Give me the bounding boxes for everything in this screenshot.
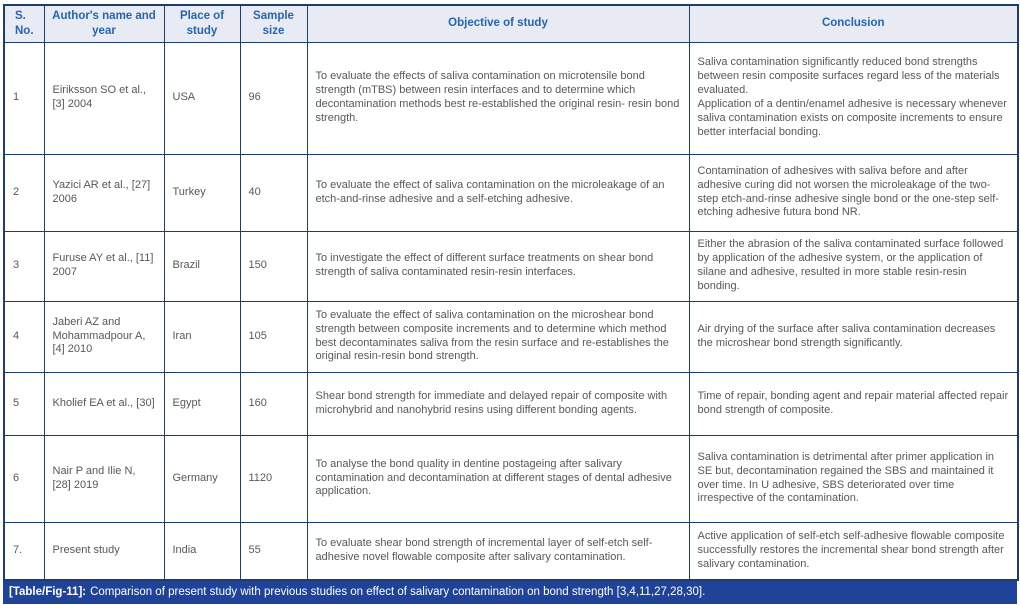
cell-place: India bbox=[163, 521, 241, 581]
cell-author: Jaberi AZ and Mohammadpour A, [4] 2010 bbox=[43, 300, 165, 373]
cell-author: Yazici AR et al., [27] 2006 bbox=[43, 153, 165, 232]
col-header-conclusion: Conclusion bbox=[688, 4, 1019, 43]
cell-sample: 150 bbox=[239, 230, 308, 302]
table-row: 7. Present study India 55 To evaluate sh… bbox=[3, 521, 1019, 581]
col-header-sample: Sample size bbox=[239, 4, 308, 43]
cell-objective: To investigate the effect of different s… bbox=[306, 230, 690, 302]
cell-sno: 4 bbox=[3, 300, 45, 373]
cell-conclusion: Active application of self-etch self-adh… bbox=[688, 521, 1019, 581]
cell-conclusion: Saliva contamination significantly reduc… bbox=[688, 41, 1019, 155]
cell-objective: To analyse the bond quality in dentine p… bbox=[306, 434, 690, 523]
cell-objective: Shear bond strength for immediate and de… bbox=[306, 371, 690, 436]
header-row: S. No. Author's name and year Place of s… bbox=[3, 4, 1019, 43]
caption-label: [Table/Fig-11]: bbox=[9, 586, 87, 598]
table-row: 4 Jaberi AZ and Mohammadpour A, [4] 2010… bbox=[3, 300, 1019, 373]
cell-place: USA bbox=[163, 41, 241, 155]
cell-sample: 55 bbox=[239, 521, 308, 581]
table-row: 5 Kholief EA et al., [30] Egypt 160 Shea… bbox=[3, 371, 1019, 436]
cell-place: Iran bbox=[163, 300, 241, 373]
cell-sample: 105 bbox=[239, 300, 308, 373]
cell-author: Kholief EA et al., [30] bbox=[43, 371, 165, 436]
cell-author: Nair P and Ilie N, [28] 2019 bbox=[43, 434, 165, 523]
cell-objective: To evaluate the effect of saliva contami… bbox=[306, 153, 690, 232]
cell-sno: 1 bbox=[3, 41, 45, 155]
table-row: 2 Yazici AR et al., [27] 2006 Turkey 40 … bbox=[3, 153, 1019, 232]
table-row: 6 Nair P and Ilie N, [28] 2019 Germany 1… bbox=[3, 434, 1019, 523]
cell-sno: 7. bbox=[3, 521, 45, 581]
cell-author: Furuse AY et al., [11] 2007 bbox=[43, 230, 165, 302]
cell-sample: 96 bbox=[239, 41, 308, 155]
cell-conclusion: Either the abrasion of the saliva contam… bbox=[688, 230, 1019, 302]
col-header-place: Place of study bbox=[163, 4, 241, 43]
cell-place: Egypt bbox=[163, 371, 241, 436]
table-row: 1 Eiriksson SO et al., [3] 2004 USA 96 T… bbox=[3, 41, 1019, 155]
table-caption: [Table/Fig-11]: Comparison of present stu… bbox=[3, 581, 1017, 604]
cell-conclusion: Air drying of the surface after saliva c… bbox=[688, 300, 1019, 373]
caption-text: Comparison of present study with previou… bbox=[90, 586, 706, 598]
cell-sno: 2 bbox=[3, 153, 45, 232]
cell-sample: 160 bbox=[239, 371, 308, 436]
col-header-sno: S. No. bbox=[3, 4, 45, 43]
cell-place: Brazil bbox=[163, 230, 241, 302]
cell-sample: 1120 bbox=[239, 434, 308, 523]
comparison-table: S. No. Author's name and year Place of s… bbox=[3, 4, 1019, 581]
cell-author: Eiriksson SO et al., [3] 2004 bbox=[43, 41, 165, 155]
cell-sample: 40 bbox=[239, 153, 308, 232]
col-header-author: Author's name and year bbox=[43, 4, 165, 43]
cell-sno: 3 bbox=[3, 230, 45, 302]
cell-objective: To evaluate shear bond strength of incre… bbox=[306, 521, 690, 581]
cell-sno: 6 bbox=[3, 434, 45, 523]
cell-place: Turkey bbox=[163, 153, 241, 232]
cell-objective: To evaluate the effects of saliva contam… bbox=[306, 41, 690, 155]
cell-conclusion: Time of repair, bonding agent and repair… bbox=[688, 371, 1019, 436]
table-row: 3 Furuse AY et al., [11] 2007 Brazil 150… bbox=[3, 230, 1019, 302]
cell-conclusion: Contamination of adhesives with saliva b… bbox=[688, 153, 1019, 232]
cell-objective: To evaluate the effect of saliva contami… bbox=[306, 300, 690, 373]
cell-place: Germany bbox=[163, 434, 241, 523]
cell-author: Present study bbox=[43, 521, 165, 581]
cell-sno: 5 bbox=[3, 371, 45, 436]
col-header-objective: Objective of study bbox=[306, 4, 690, 43]
cell-conclusion: Saliva contamination is detrimental afte… bbox=[688, 434, 1019, 523]
